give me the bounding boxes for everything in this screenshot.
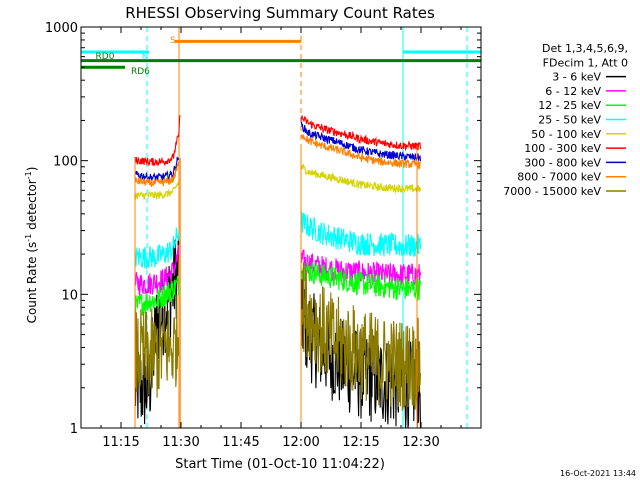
x-tick-label-1: 11:30	[162, 435, 199, 450]
series-3-segment-1	[300, 211, 422, 257]
chart-title: RHESSI Observing Summary Count Rates	[125, 4, 435, 22]
timestamp: 16-Oct-2021 13:44	[560, 469, 636, 478]
series-5-segment-0	[134, 115, 181, 167]
legend: Det 1,3,4,5,6,9,FDecim 1, Att 0 3 - 6 keV…	[503, 42, 628, 198]
legend-label-1: 6 - 12 keV	[545, 85, 601, 98]
legend-label-8: 7000 - 15000 keV	[503, 185, 601, 198]
state-bars: N S RD0 RD6	[81, 36, 481, 77]
y-tick-label-3: 1000	[45, 21, 78, 36]
annotation-n: N	[142, 53, 149, 63]
series-2-segment-1	[300, 261, 422, 301]
series-5-segment-1	[300, 115, 422, 152]
axes: 11:15 11:30 11:45 12:00 12:15 12:30 1 10 100 1000	[45, 21, 482, 450]
series-6-segment-1	[300, 121, 422, 163]
series-2-segment-0	[134, 275, 180, 319]
series-4-segment-0	[134, 180, 180, 202]
x-tick-label-5: 12:30	[402, 435, 439, 450]
series-7-segment-1	[300, 134, 422, 171]
y-axis-label: Count Rate (s-1 detector-1)	[24, 167, 39, 324]
legend-header-1: FDecim 1, Att 0	[543, 56, 628, 69]
annotation-s: S	[170, 36, 176, 46]
legend-label-0: 3 - 6 keV	[552, 71, 601, 84]
legend-label-3: 25 - 50 keV	[538, 114, 601, 127]
data-series	[134, 115, 422, 429]
series-4-segment-1	[300, 163, 422, 195]
x-tick-label-4: 12:15	[342, 435, 379, 450]
x-axis-label: Start Time (01-Oct-10 11:04:22)	[175, 457, 385, 472]
series-8-segment-0	[134, 294, 180, 398]
series-6-segment-0	[134, 156, 180, 182]
series-8-segment-1	[300, 262, 422, 411]
y-tick-label-0: 1	[70, 422, 78, 437]
y-tick-label-2: 100	[53, 155, 78, 170]
x-tick-label-2: 11:45	[222, 435, 259, 450]
series-1-segment-1	[300, 249, 422, 287]
series-1-segment-0	[134, 245, 180, 298]
legend-label-2: 12 - 25 keV	[538, 99, 601, 112]
annotation-rd6: RD6	[131, 67, 150, 77]
legend-label-5: 100 - 300 keV	[524, 142, 601, 155]
series-7-segment-0	[134, 161, 180, 188]
annotation-rd0: RD0	[96, 52, 115, 62]
series-3-segment-0	[134, 227, 180, 270]
legend-label-7: 800 - 7000 keV	[517, 171, 601, 184]
x-tick-label-3: 12:00	[282, 435, 319, 450]
legend-label-4: 50 - 100 keV	[531, 128, 601, 141]
legend-header-0: Det 1,3,4,5,6,9,	[542, 42, 628, 55]
series-0-segment-0	[134, 235, 180, 425]
x-tick-label-0: 11:15	[102, 435, 139, 450]
y-tick-label-1: 10	[61, 288, 78, 303]
legend-label-6: 300 - 800 keV	[524, 156, 601, 169]
